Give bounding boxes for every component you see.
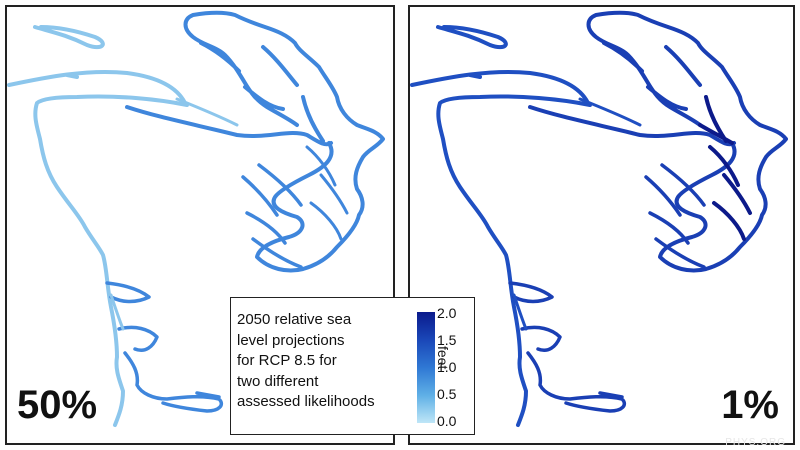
legend-box: 2050 relative sea level projections for … xyxy=(230,297,475,435)
colorbar-tick-label: 0.5 xyxy=(437,386,457,402)
outer-coastline xyxy=(7,25,189,427)
legend-line: two different xyxy=(237,372,319,390)
colorbar-units-label: feet xyxy=(435,346,451,370)
inner-coastline xyxy=(528,10,788,273)
coastline-map-1-percent xyxy=(410,10,788,427)
likelihood-label-1-percent: 1% xyxy=(721,383,779,427)
colorbar-tick-label: 0.0 xyxy=(437,413,457,429)
legend-line: assessed likelihoods xyxy=(237,393,375,410)
map-panel-50-percent: 50% xyxy=(5,5,395,445)
legend-line: for RCP 8.5 for xyxy=(237,352,337,369)
inner-coastline xyxy=(125,10,385,273)
colorbar-tick-label: 1.0 xyxy=(437,359,457,375)
colorbar-tick-label: 2.0 xyxy=(437,305,457,321)
legend-line: 2050 relative sea xyxy=(237,311,352,328)
outer-coastline xyxy=(410,25,592,427)
colorbar xyxy=(417,312,435,423)
coastline-map-50-percent xyxy=(7,10,385,427)
legend-line: level projections xyxy=(237,331,345,349)
map-panel-1-percent: 1% xyxy=(408,5,795,445)
likelihood-label-50-percent: 50% xyxy=(17,383,98,427)
legend-description: 2050 relative sea level projections for … xyxy=(237,310,375,413)
watermark: PHYS.ORG xyxy=(725,437,786,448)
colorbar-tick-label: 1.5 xyxy=(437,332,457,348)
